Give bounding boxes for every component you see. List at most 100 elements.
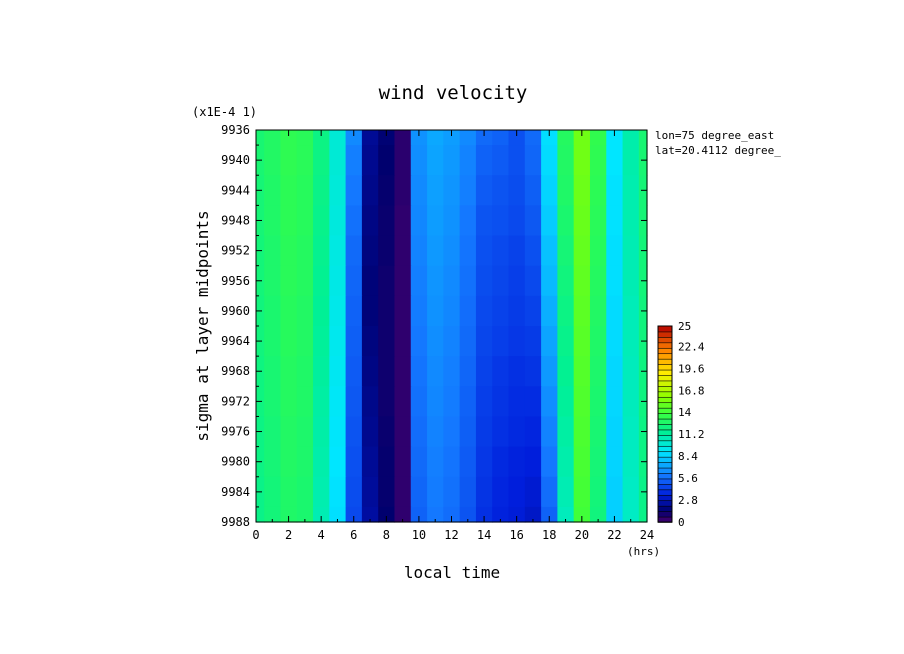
heatmap-cell <box>573 235 591 267</box>
heatmap-cell <box>541 295 558 327</box>
heatmap-cell <box>475 130 493 146</box>
colorbar-segment <box>657 434 673 442</box>
heatmap-cell <box>606 265 624 297</box>
heatmap-cell <box>573 446 591 478</box>
heatmap-cell <box>508 265 526 297</box>
heatmap-cell <box>443 205 461 237</box>
heatmap-cell <box>361 446 379 478</box>
heatmap-cell <box>296 295 314 327</box>
heatmap-cell <box>443 235 461 267</box>
heatmap-cell <box>296 265 314 297</box>
heatmap-cell <box>361 416 379 448</box>
heatmap-cell <box>475 295 493 327</box>
heatmap-cell <box>524 506 542 523</box>
heatmap-cell <box>606 175 624 206</box>
heatmap-cell <box>443 416 461 448</box>
colorbar-segment <box>657 467 673 474</box>
heatmap-cell <box>410 295 428 327</box>
heatmap-cell <box>475 506 493 523</box>
heatmap-cell <box>394 295 412 327</box>
heatmap-cell <box>329 145 347 176</box>
heatmap-cell <box>394 386 412 418</box>
heatmap-cell <box>345 235 363 267</box>
heatmap-cell <box>459 356 477 387</box>
y-tick-label: 9960 <box>221 304 250 318</box>
heatmap-cell <box>492 506 510 523</box>
heatmap-cell <box>313 326 330 357</box>
heatmap-cell <box>589 130 607 146</box>
heatmap-cell <box>394 175 412 206</box>
colorbar-segment <box>657 478 673 485</box>
heatmap-cell <box>361 175 379 206</box>
heatmap-cell <box>361 130 379 146</box>
heatmap-cell <box>394 235 412 267</box>
y-tick-label: 9936 <box>221 123 250 137</box>
heatmap-cell <box>427 356 444 387</box>
colorbar-segment <box>657 505 673 512</box>
heatmap-cell <box>313 145 330 176</box>
heatmap-cell <box>508 145 526 176</box>
heatmap-cell <box>622 356 640 387</box>
heatmap-cell <box>524 175 542 206</box>
heatmap-cell <box>622 235 640 267</box>
heatmap-cell <box>541 476 558 508</box>
colorbar-segment <box>657 369 673 376</box>
heatmap-cell <box>541 145 558 176</box>
heatmap-cell <box>524 416 542 448</box>
heatmap-cell <box>345 295 363 327</box>
heatmap-cell <box>622 326 640 357</box>
heatmap-cell <box>508 356 526 387</box>
heatmap-cell <box>573 356 591 387</box>
heatmap-cell <box>443 386 461 418</box>
colorbar-segment <box>657 358 673 365</box>
heatmap-cell <box>443 130 461 146</box>
annotation-lat: lat=20.4112 degree_ <box>655 144 781 157</box>
heatmap-cell <box>345 130 363 146</box>
heatmap-cell <box>459 416 477 448</box>
heatmap-cell <box>524 356 542 387</box>
heatmap-cell <box>313 416 330 448</box>
heatmap-cell <box>378 205 396 237</box>
y-tick-label: 9964 <box>221 334 250 348</box>
heatmap-cell <box>329 506 347 523</box>
heatmap-cell <box>475 235 493 267</box>
heatmap-cell <box>410 386 428 418</box>
colorbar-segment <box>657 440 673 447</box>
heatmap-cell <box>264 130 282 146</box>
heatmap-cell <box>427 265 444 297</box>
heatmap-cell <box>296 386 314 418</box>
heatmap-cell <box>606 326 624 357</box>
heatmap-cell <box>378 416 396 448</box>
heatmap-cell <box>492 235 510 267</box>
heatmap-cell <box>296 326 314 357</box>
colorbar-segment <box>657 331 673 338</box>
heatmap-cell <box>329 235 347 267</box>
colorbar-segment <box>657 456 673 463</box>
heatmap-cell <box>541 356 558 387</box>
heatmap-cell <box>524 386 542 418</box>
heatmap-cell <box>313 356 330 387</box>
colorbar: 0 2.8 5.6 8.4 11.2 14 16.8 19.6 22.4 25 <box>657 320 705 529</box>
heatmap-cell <box>280 205 298 237</box>
heatmap-cell <box>264 265 282 297</box>
heatmap-cell <box>557 235 575 267</box>
heatmap-cell <box>557 295 575 327</box>
heatmap-cell <box>378 130 396 146</box>
heatmap-cell <box>394 265 412 297</box>
heatmap-cell <box>589 265 607 297</box>
heatmap-cell <box>427 175 444 206</box>
heatmap-cell <box>492 295 510 327</box>
heatmap-cell <box>557 265 575 297</box>
heatmap-cell <box>573 205 591 237</box>
heatmap-cell <box>280 416 298 448</box>
heatmap-cell <box>475 476 493 508</box>
heatmap-cell <box>345 446 363 478</box>
heatmap-cell <box>313 386 330 418</box>
heatmap-cell <box>475 205 493 237</box>
colorbar-segment <box>657 445 673 453</box>
heatmap-cell <box>280 265 298 297</box>
heatmap-cell <box>410 326 428 357</box>
heatmap-cell <box>459 476 477 508</box>
heatmap-cell <box>313 130 330 146</box>
heatmap-cell <box>264 506 282 523</box>
